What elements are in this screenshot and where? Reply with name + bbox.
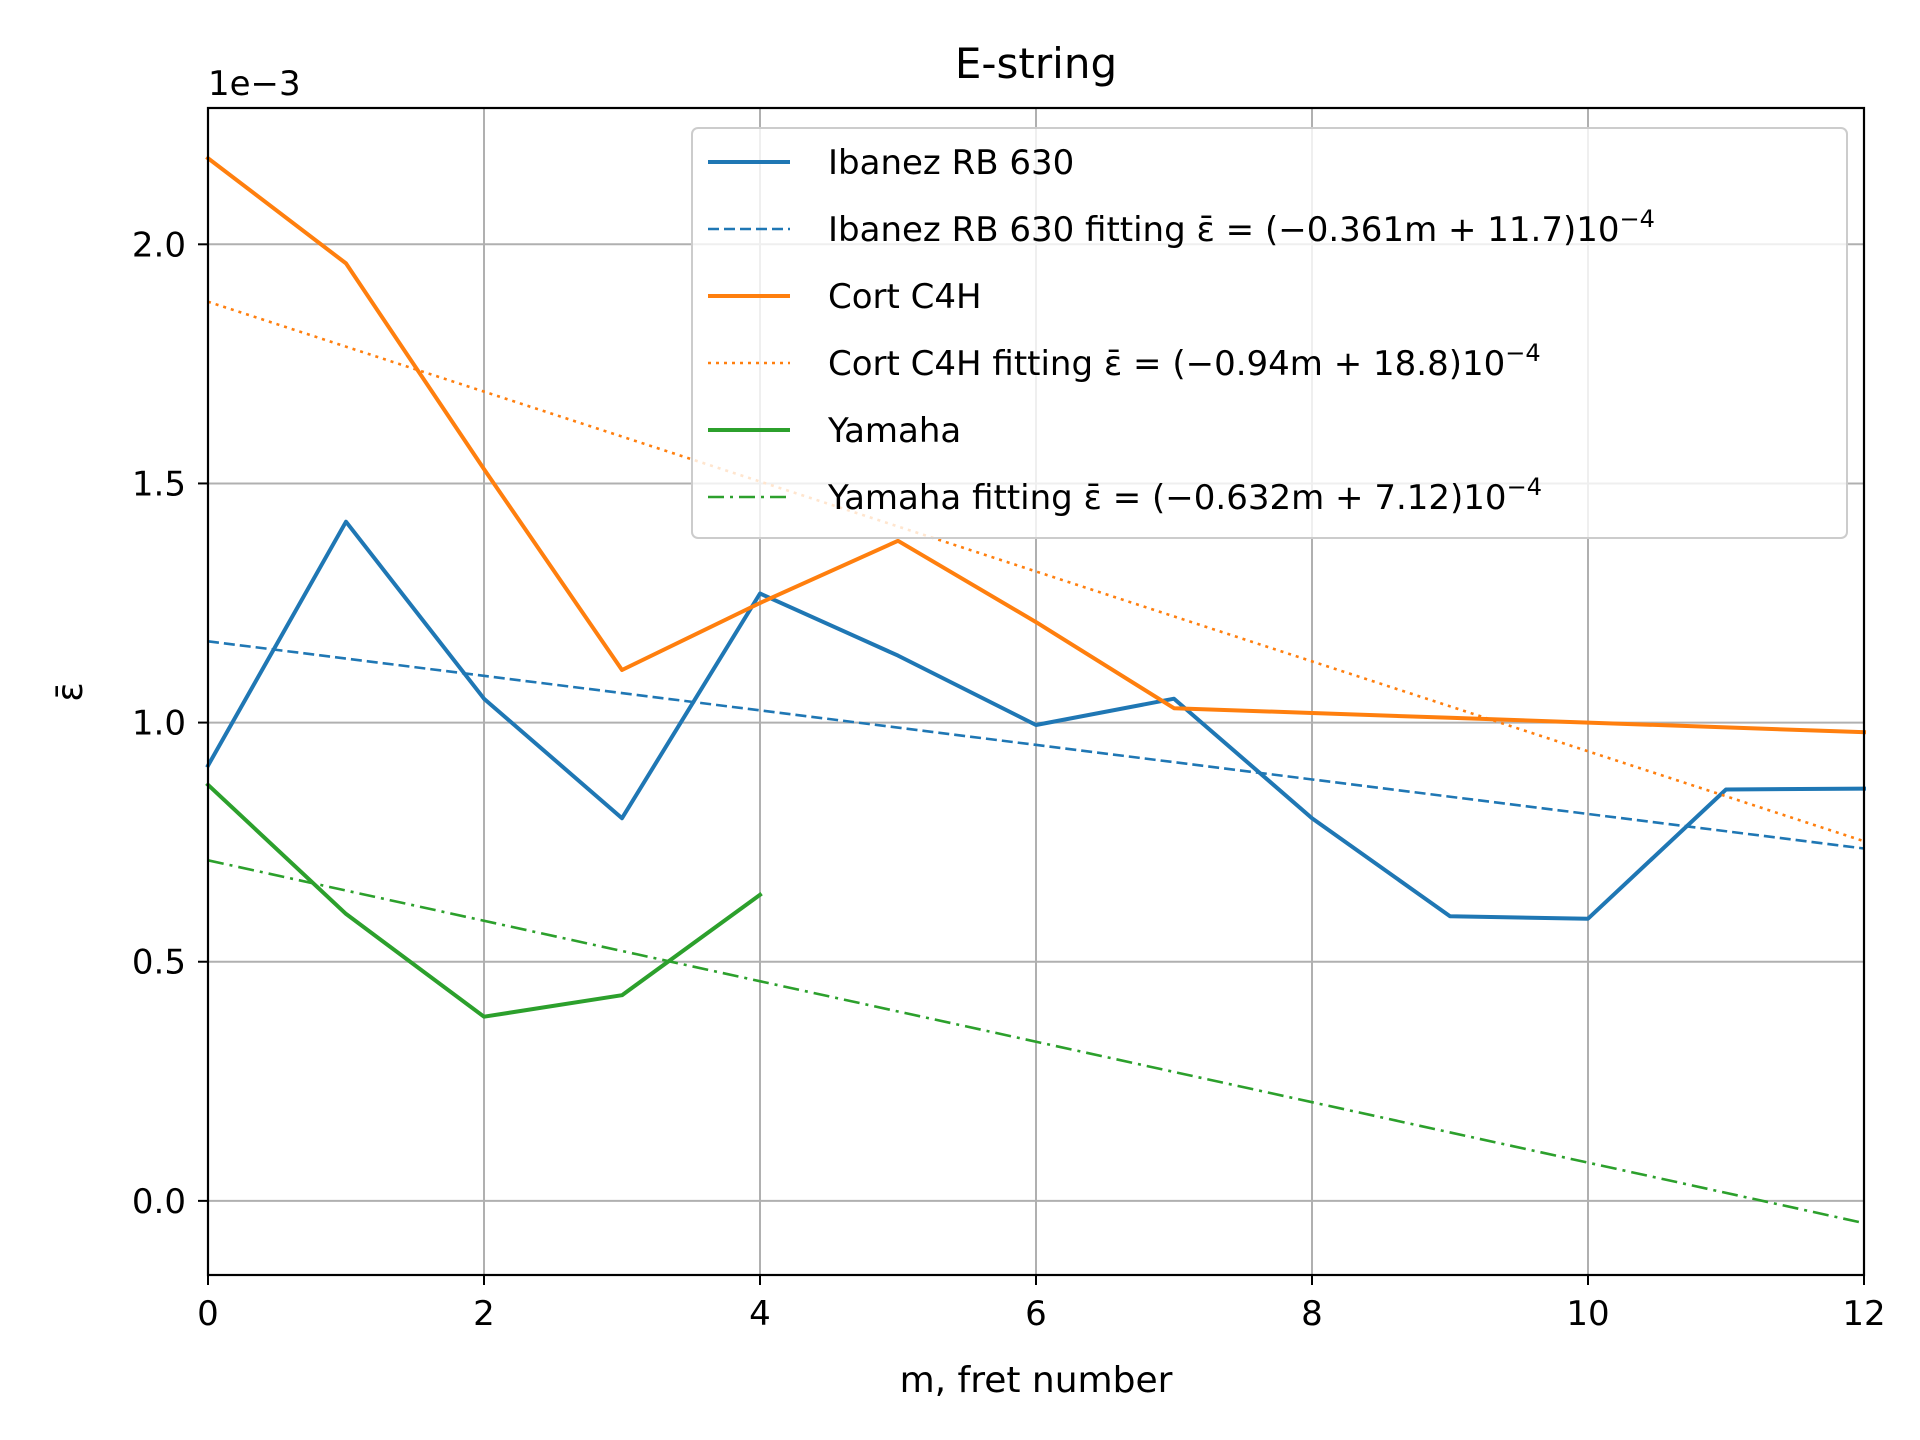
legend-series-name: Cort C4H [828,277,982,317]
ticks: 0 2 4 6 8 10 12 0.0 0.5 1.0 1.5 2.0 [132,225,1886,1334]
legend-series-formula: ε̄ = (−0.632m + 7.12)10 [1073,478,1507,518]
legend-series-name: Ibanez RB 630 fitting [828,210,1186,250]
x-tick-label: 12 [1842,1294,1885,1334]
series-line-yamaha-fitting [207,859,1865,1225]
x-tick-label: 4 [749,1294,771,1334]
y-tick-label: 1.0 [132,704,186,744]
legend-series-name: Yamaha fitting [827,478,1073,518]
axis-offset-label: 1e−3 [208,64,301,104]
y-tick-label: 2.0 [132,225,186,265]
legend: Ibanez RB 630 Ibanez RB 630 fitting ε̄ = … [691,127,1848,539]
x-tick-label: 2 [473,1294,495,1334]
series-line-ibanez-rb-630-fitting [207,640,1865,850]
legend-label-yamaha: Yamaha [827,411,961,451]
legend-series-formula: ε̄ = (−0.94m + 18.8)10 [1093,344,1505,384]
series-line-ibanez-rb-630 [205,519,1867,921]
legend-series-name: Cort C4H fitting [828,344,1093,384]
x-axis-title: m, fret number [900,1360,1173,1401]
legend-label-yamaha-fitting: Yamaha fitting ε̄ = (−0.632m + 7.12)10−4 [827,473,1542,518]
legend-box [691,127,1848,539]
y-tick-label: 0.5 [132,943,186,983]
y-tick-label: 0.0 [132,1182,186,1222]
y-axis-title: ε̄ [50,682,91,701]
legend-series-formula: ε̄ = (−0.361m + 11.7)10 [1186,210,1620,250]
legend-series-exponent: −4 [1505,339,1540,367]
series-line-cort-c4h [205,155,1867,735]
legend-series-exponent: −4 [1507,473,1542,501]
legend-series-name: Ibanez RB 630 [828,143,1074,183]
x-tick-label: 0 [197,1294,219,1334]
legend-label-ibanez-rb-630: Ibanez RB 630 [828,143,1074,183]
series-line-cort-c4h-fitting [207,300,1865,843]
chart-title: E-string [955,39,1117,88]
x-tick-label: 8 [1301,1294,1323,1334]
series-layer [205,155,1867,1225]
x-tick-label: 10 [1566,1294,1609,1334]
legend-label-ibanez-rb-630-fitting: Ibanez RB 630 fitting ε̄ = (−0.361m + 11… [828,205,1655,250]
legend-label-cort-c4h-fitting: Cort C4H fitting ε̄ = (−0.94m + 18.8)10−… [828,339,1541,384]
legend-series-exponent: −4 [1620,205,1655,233]
y-tick-label: 1.5 [132,464,186,504]
x-tick-label: 6 [1025,1294,1047,1334]
legend-series-name: Yamaha [827,411,961,451]
legend-label-cort-c4h: Cort C4H [828,277,982,317]
